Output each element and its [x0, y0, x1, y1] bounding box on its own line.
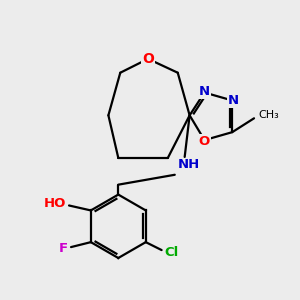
Text: F: F — [59, 242, 68, 255]
Text: O: O — [142, 52, 154, 66]
Text: Cl: Cl — [165, 245, 179, 259]
Text: HO: HO — [44, 197, 66, 210]
Text: N: N — [228, 94, 239, 107]
Text: N: N — [199, 85, 210, 98]
Text: CH₃: CH₃ — [258, 110, 279, 120]
Text: O: O — [199, 135, 210, 148]
Text: NH: NH — [178, 158, 200, 171]
